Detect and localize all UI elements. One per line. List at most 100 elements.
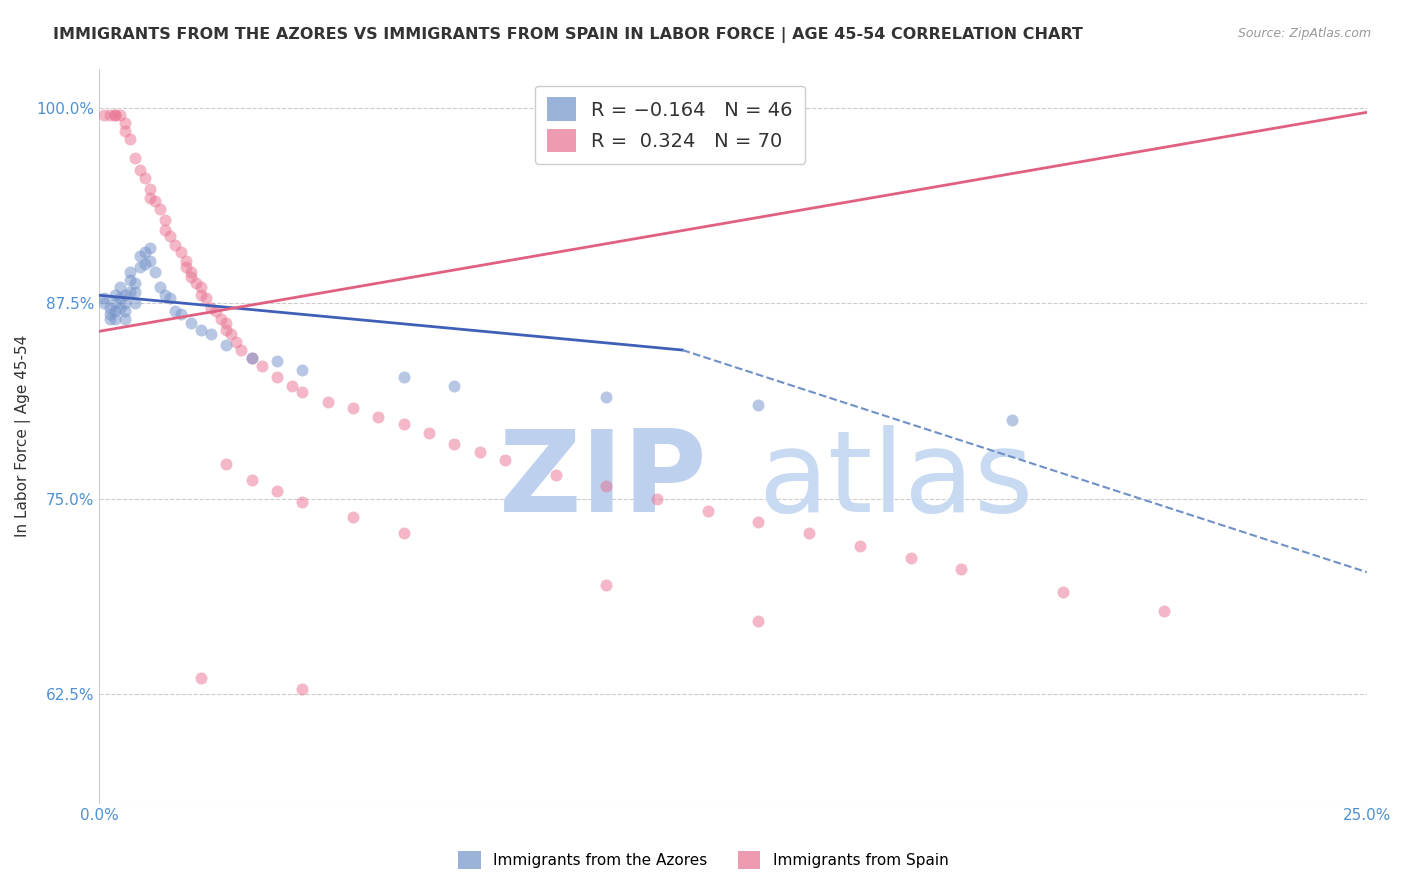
Point xyxy=(240,473,263,487)
Legend: R = −0.164   N = 46, R =  0.324   N = 70: R = −0.164 N = 46, R = 0.324 N = 70 xyxy=(534,86,804,164)
Point xyxy=(155,222,177,236)
Point xyxy=(291,682,314,697)
Point xyxy=(98,307,121,321)
Point xyxy=(139,241,162,255)
Point xyxy=(165,304,187,318)
Point xyxy=(108,108,131,122)
Point xyxy=(104,296,127,310)
Point xyxy=(114,304,136,318)
Point xyxy=(231,343,253,357)
Point xyxy=(180,269,202,284)
Point xyxy=(595,390,617,404)
Point xyxy=(190,672,212,686)
Point xyxy=(418,425,440,440)
Point xyxy=(205,304,228,318)
Point xyxy=(93,108,115,122)
Point xyxy=(104,304,127,318)
Point xyxy=(1001,413,1024,427)
Point xyxy=(266,369,288,384)
Point xyxy=(215,338,238,352)
Point xyxy=(124,296,146,310)
Point xyxy=(124,151,146,165)
Point xyxy=(93,292,115,306)
Y-axis label: In Labor Force | Age 45-54: In Labor Force | Age 45-54 xyxy=(15,334,31,537)
Point xyxy=(266,483,288,498)
Point xyxy=(124,276,146,290)
Text: IMMIGRANTS FROM THE AZORES VS IMMIGRANTS FROM SPAIN IN LABOR FORCE | AGE 45-54 C: IMMIGRANTS FROM THE AZORES VS IMMIGRANTS… xyxy=(53,27,1083,43)
Point xyxy=(184,276,207,290)
Point xyxy=(266,354,288,368)
Point xyxy=(149,202,172,217)
Point xyxy=(169,307,191,321)
Point xyxy=(108,292,131,306)
Point xyxy=(219,327,242,342)
Text: atlas: atlas xyxy=(758,425,1033,536)
Point xyxy=(155,288,177,302)
Point xyxy=(215,317,238,331)
Point xyxy=(180,317,202,331)
Point xyxy=(114,296,136,310)
Point xyxy=(291,363,314,377)
Point xyxy=(240,351,263,365)
Point xyxy=(950,562,973,576)
Point xyxy=(443,437,465,451)
Point xyxy=(281,379,304,393)
Point xyxy=(169,244,191,259)
Point xyxy=(747,398,769,412)
Point xyxy=(747,515,769,529)
Point xyxy=(180,265,202,279)
Point xyxy=(468,444,491,458)
Point xyxy=(104,311,127,326)
Point xyxy=(291,385,314,400)
Point xyxy=(316,394,339,409)
Point xyxy=(645,491,668,506)
Point xyxy=(129,163,152,178)
Point xyxy=(159,292,181,306)
Point xyxy=(104,108,127,122)
Point xyxy=(200,301,222,315)
Point xyxy=(225,335,247,350)
Point xyxy=(114,288,136,302)
Point xyxy=(494,452,516,467)
Point xyxy=(118,132,141,146)
Point xyxy=(595,577,617,591)
Point xyxy=(139,191,162,205)
Point xyxy=(134,244,156,259)
Text: ZIP: ZIP xyxy=(499,425,707,536)
Point xyxy=(342,401,364,415)
Point xyxy=(291,495,314,509)
Point xyxy=(134,171,156,186)
Point xyxy=(367,410,389,425)
Point xyxy=(443,379,465,393)
Point xyxy=(98,301,121,315)
Text: Source: ZipAtlas.com: Source: ZipAtlas.com xyxy=(1237,27,1371,40)
Point xyxy=(194,292,217,306)
Point xyxy=(114,311,136,326)
Point xyxy=(190,288,212,302)
Point xyxy=(174,260,197,274)
Point xyxy=(108,301,131,315)
Point xyxy=(118,273,141,287)
Point xyxy=(209,311,232,326)
Point xyxy=(143,194,166,209)
Point xyxy=(190,280,212,294)
Point xyxy=(849,539,872,553)
Point xyxy=(200,327,222,342)
Point xyxy=(392,526,415,541)
Point xyxy=(190,323,212,337)
Point xyxy=(98,108,121,122)
Point xyxy=(108,280,131,294)
Point xyxy=(159,228,181,243)
Point xyxy=(900,551,922,566)
Point xyxy=(392,417,415,431)
Point xyxy=(129,260,152,274)
Point xyxy=(104,288,127,302)
Point xyxy=(149,280,172,294)
Point xyxy=(118,285,141,300)
Point xyxy=(250,359,273,373)
Point xyxy=(174,253,197,268)
Point xyxy=(696,504,718,518)
Point xyxy=(215,457,238,471)
Point xyxy=(93,296,115,310)
Point xyxy=(165,238,187,252)
